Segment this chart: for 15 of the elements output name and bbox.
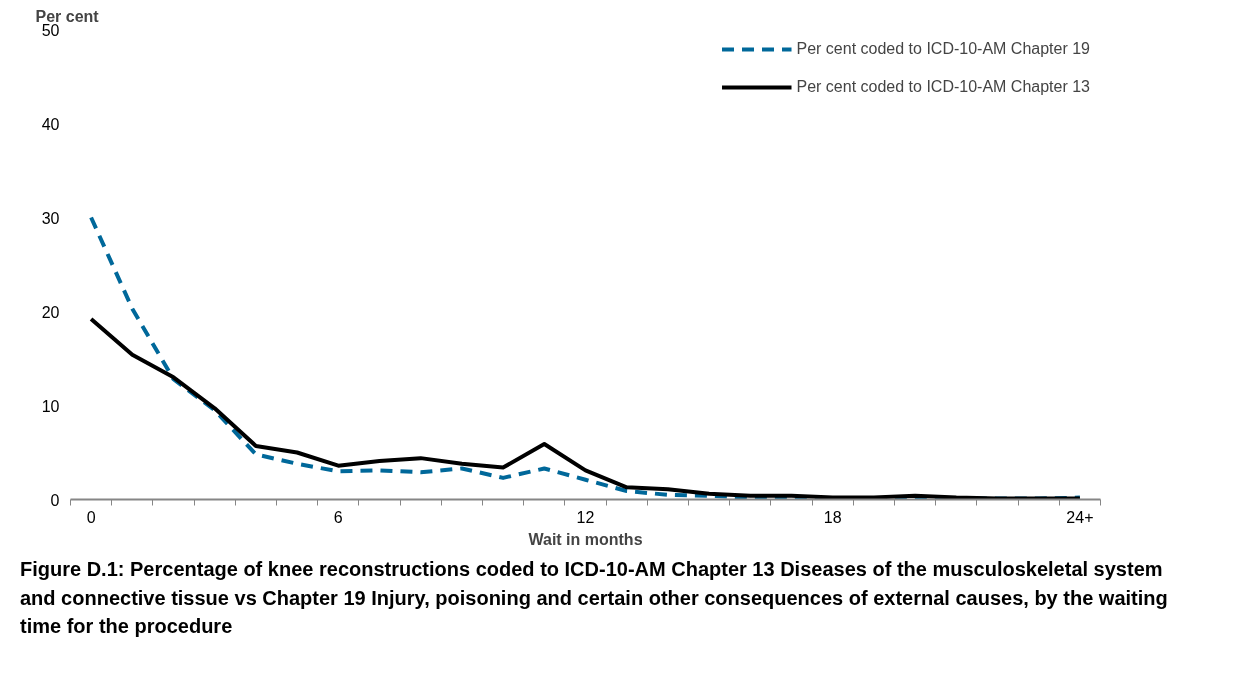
legend-label: Per cent coded to ICD-10-AM Chapter 13: [796, 78, 1090, 96]
x-tick-label: 6: [333, 508, 343, 526]
y-tick-label: 40: [41, 115, 60, 133]
x-axis-title: Wait in months: [528, 530, 643, 548]
y-tick-label: 20: [41, 303, 60, 321]
y-tick-label: 10: [41, 397, 60, 415]
x-tick-label: 24+: [1066, 508, 1094, 526]
text: Figure D.1: Percentage of knee reconstructions coded to ICD-10-AM Chapter 13 Diseases of the musculoskeletal system and connective tissue vs Chapter 19 Injury, poisoning and certain other consequences of external causes, by the waiting time for the procedure: [20, 557, 1169, 640]
legend-label: Per cent coded to ICD-10-AM Chapter 19: [796, 40, 1090, 58]
x-tick-label: 0: [86, 508, 96, 526]
x-tick-label: 18: [823, 508, 842, 526]
x-tick-label: 12: [576, 508, 595, 526]
line-series: [89, 317, 1082, 500]
y-tick-label: 0: [50, 491, 60, 509]
y-tick-label: 30: [41, 209, 60, 227]
